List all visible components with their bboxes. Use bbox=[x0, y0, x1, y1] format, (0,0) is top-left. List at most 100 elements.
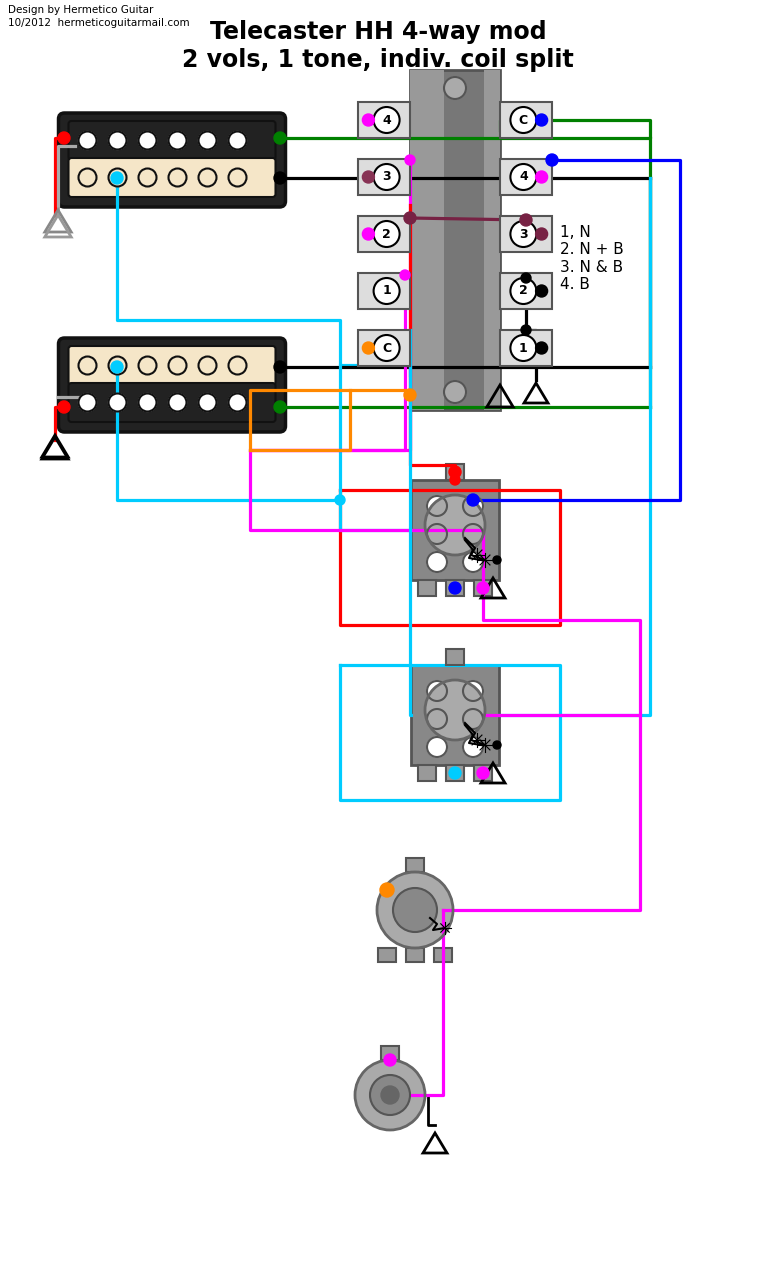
Circle shape bbox=[374, 335, 400, 361]
Circle shape bbox=[169, 131, 186, 150]
Bar bbox=[418, 765, 436, 781]
Text: 10/2012  hermeticoguitarmail.com: 10/2012 hermeticoguitarmail.com bbox=[8, 18, 189, 28]
Text: C: C bbox=[519, 113, 528, 126]
Text: 4: 4 bbox=[382, 113, 391, 126]
Circle shape bbox=[79, 357, 96, 375]
Circle shape bbox=[536, 342, 547, 354]
Circle shape bbox=[274, 171, 286, 184]
Circle shape bbox=[427, 681, 447, 701]
Circle shape bbox=[427, 709, 447, 729]
Bar bbox=[500, 216, 552, 252]
Circle shape bbox=[79, 131, 96, 150]
Circle shape bbox=[463, 496, 483, 516]
Circle shape bbox=[510, 164, 537, 190]
Bar bbox=[358, 102, 410, 137]
Bar bbox=[418, 580, 436, 596]
Circle shape bbox=[139, 357, 157, 375]
Circle shape bbox=[229, 131, 247, 150]
Circle shape bbox=[58, 132, 70, 144]
Circle shape bbox=[393, 888, 437, 932]
Circle shape bbox=[477, 583, 489, 594]
Text: 2: 2 bbox=[382, 227, 391, 241]
Circle shape bbox=[79, 169, 96, 187]
Text: 2 vols, 1 tone, indiv. coil split: 2 vols, 1 tone, indiv. coil split bbox=[182, 48, 574, 72]
Circle shape bbox=[425, 496, 485, 555]
Circle shape bbox=[521, 325, 531, 335]
Circle shape bbox=[111, 361, 123, 373]
Circle shape bbox=[425, 680, 485, 740]
FancyBboxPatch shape bbox=[411, 665, 499, 765]
Text: Telecaster HH 4-way mod: Telecaster HH 4-way mod bbox=[210, 20, 547, 44]
Circle shape bbox=[381, 1086, 399, 1103]
Circle shape bbox=[380, 883, 394, 897]
Circle shape bbox=[493, 741, 501, 749]
Circle shape bbox=[405, 155, 415, 165]
Circle shape bbox=[108, 131, 126, 150]
Text: Design by Hermetico Guitar: Design by Hermetico Guitar bbox=[8, 5, 154, 15]
Circle shape bbox=[463, 709, 483, 729]
Bar bbox=[381, 1047, 399, 1061]
Circle shape bbox=[510, 335, 537, 361]
Circle shape bbox=[198, 357, 217, 375]
Bar bbox=[358, 159, 410, 195]
Circle shape bbox=[427, 736, 447, 757]
Circle shape bbox=[355, 1061, 425, 1130]
Circle shape bbox=[198, 169, 217, 187]
Circle shape bbox=[169, 169, 186, 187]
Circle shape bbox=[108, 169, 126, 187]
Circle shape bbox=[363, 342, 375, 354]
Circle shape bbox=[229, 357, 247, 375]
Circle shape bbox=[444, 381, 466, 404]
Bar bbox=[474, 580, 492, 596]
Circle shape bbox=[449, 583, 461, 594]
Bar bbox=[410, 71, 444, 410]
Circle shape bbox=[546, 154, 558, 166]
Circle shape bbox=[274, 361, 286, 373]
FancyBboxPatch shape bbox=[58, 338, 285, 433]
Circle shape bbox=[169, 357, 186, 375]
Text: 1: 1 bbox=[382, 285, 391, 298]
Bar bbox=[378, 948, 396, 962]
Circle shape bbox=[400, 270, 410, 280]
Circle shape bbox=[363, 113, 375, 126]
Circle shape bbox=[139, 131, 157, 150]
Circle shape bbox=[274, 401, 286, 414]
Circle shape bbox=[111, 171, 123, 184]
Circle shape bbox=[139, 169, 157, 187]
Circle shape bbox=[427, 552, 447, 572]
Circle shape bbox=[463, 525, 483, 543]
Circle shape bbox=[493, 556, 501, 564]
Bar bbox=[446, 765, 464, 781]
Circle shape bbox=[510, 277, 537, 304]
Bar bbox=[500, 102, 552, 137]
FancyBboxPatch shape bbox=[58, 113, 285, 207]
Circle shape bbox=[444, 77, 466, 100]
Bar bbox=[434, 948, 452, 962]
Bar bbox=[484, 71, 500, 410]
Circle shape bbox=[79, 393, 96, 411]
Circle shape bbox=[463, 552, 483, 572]
Bar bbox=[446, 464, 464, 480]
Circle shape bbox=[536, 228, 547, 240]
Circle shape bbox=[463, 736, 483, 757]
Circle shape bbox=[139, 393, 157, 411]
Bar bbox=[474, 765, 492, 781]
FancyBboxPatch shape bbox=[68, 121, 276, 160]
Circle shape bbox=[427, 496, 447, 516]
Bar bbox=[500, 330, 552, 366]
FancyBboxPatch shape bbox=[68, 383, 276, 422]
Bar bbox=[406, 948, 424, 962]
Circle shape bbox=[335, 496, 345, 504]
Circle shape bbox=[363, 171, 375, 183]
FancyBboxPatch shape bbox=[68, 158, 276, 197]
Circle shape bbox=[477, 767, 489, 779]
Circle shape bbox=[363, 228, 375, 240]
Circle shape bbox=[536, 113, 547, 126]
Circle shape bbox=[374, 107, 400, 132]
Circle shape bbox=[449, 467, 461, 478]
Circle shape bbox=[374, 164, 400, 190]
Bar bbox=[406, 857, 424, 873]
Circle shape bbox=[521, 272, 531, 282]
Bar bbox=[358, 272, 410, 309]
Circle shape bbox=[467, 494, 479, 506]
